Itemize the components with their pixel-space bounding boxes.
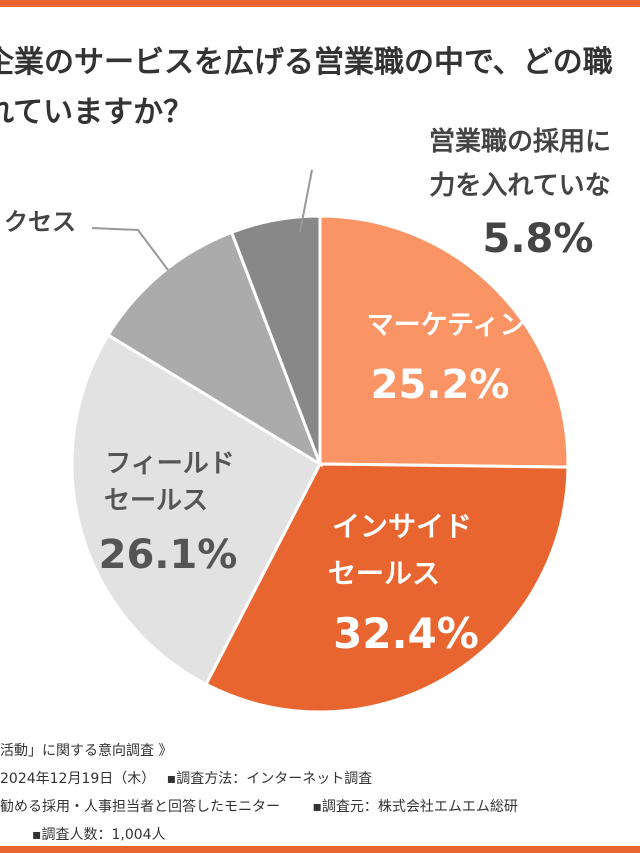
- leader-lines: [91, 169, 313, 271]
- question-title: 企業のサービスを広げる営業職の中で、どの職 れていますか？: [0, 38, 640, 138]
- slice-value-2: 26.1%: [99, 532, 238, 578]
- pie-slice-3: [106, 230, 323, 468]
- slice-label-2-line-0: フィールド: [105, 449, 234, 479]
- slice-label-1-line-1: セールス: [328, 557, 440, 590]
- slice-label-3-line-0: クセス: [4, 208, 76, 236]
- pie-slice-4: [229, 214, 322, 465]
- question-line-1: 企業のサービスを広げる営業職の中で、どの職: [0, 45, 613, 80]
- pie-slice-1: [204, 462, 570, 714]
- leader-line-customer-success: [91, 227, 169, 271]
- slice-label-0-line-0: マーケティング: [367, 309, 554, 341]
- top-border: [0, 0, 640, 7]
- slice-label-4-line-0: 営業職の採用に: [429, 127, 611, 157]
- question-line-2: れていますか？: [0, 95, 194, 130]
- footnote-target-source: 勧める採用・人事担当者と回答したモニター ▪調査元：株式会社エムエム総研: [0, 799, 518, 815]
- slice-labels: マーケティング25.2%インサイドセールス32.4%フィールドセールス26.1%…: [4, 127, 611, 658]
- footnote-respondents: ▪調査人数：1,004人: [32, 827, 166, 843]
- slice-value-1: 32.4%: [333, 609, 479, 658]
- slice-value-0: 25.2%: [371, 362, 510, 408]
- slice-value-4: 5.8%: [483, 216, 594, 262]
- pie-slice-0: [318, 214, 570, 469]
- slice-label-2-line-1: セールス: [104, 486, 208, 516]
- slice-label-4-line-1: 力を入れていな: [429, 171, 610, 201]
- pie-slices: [70, 214, 570, 714]
- footnote-date-method: 2024年12月19日（木） ▪調査方法：インターネット調査: [0, 771, 373, 787]
- bottom-border: [0, 846, 640, 853]
- leader-line-not-hiring: [299, 169, 313, 233]
- footnote-survey-name: 活動」に関する意向調査 》: [0, 743, 173, 759]
- pie-slice-2: [70, 333, 322, 687]
- slice-label-1-line-0: インサイド: [332, 510, 472, 543]
